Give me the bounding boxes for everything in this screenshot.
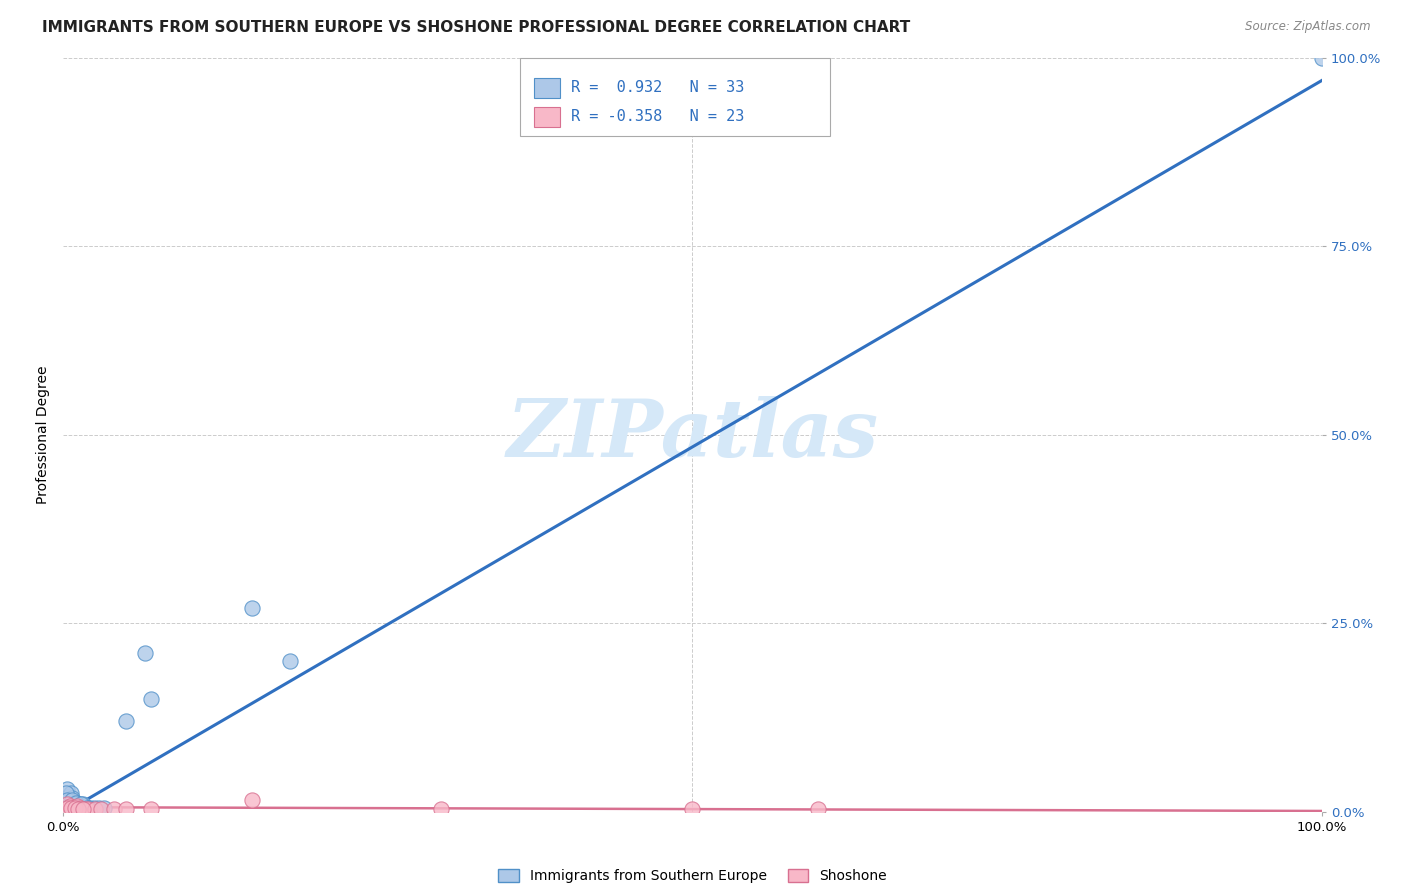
Text: R =  0.932   N = 33: R = 0.932 N = 33 — [571, 80, 744, 95]
Point — [67, 802, 90, 816]
Point — [115, 802, 138, 816]
Point — [69, 797, 91, 812]
Point — [69, 801, 91, 815]
Point — [56, 793, 79, 807]
Point — [77, 802, 100, 816]
Point — [70, 802, 93, 816]
Point — [240, 793, 263, 807]
Point — [65, 797, 87, 812]
Text: ZIPatlas: ZIPatlas — [506, 396, 879, 474]
Point — [62, 797, 84, 812]
Point — [87, 801, 110, 815]
Point — [240, 601, 263, 615]
Point — [72, 797, 94, 812]
Point — [59, 801, 82, 815]
Point — [807, 802, 830, 816]
Point — [58, 789, 80, 804]
Point — [430, 802, 453, 816]
Point — [58, 797, 80, 812]
Point — [60, 801, 83, 815]
Point — [90, 802, 112, 816]
Point — [141, 691, 163, 706]
Y-axis label: Professional Degree: Professional Degree — [37, 366, 51, 504]
Point — [77, 801, 100, 815]
Point — [56, 782, 79, 797]
Point — [55, 789, 77, 804]
Point — [134, 647, 156, 661]
Point — [63, 796, 86, 810]
Point — [75, 801, 97, 815]
Point — [70, 798, 93, 813]
Text: IMMIGRANTS FROM SOUTHERN EUROPE VS SHOSHONE PROFESSIONAL DEGREE CORRELATION CHAR: IMMIGRANTS FROM SOUTHERN EUROPE VS SHOSH… — [42, 20, 911, 35]
Text: R = -0.358   N = 23: R = -0.358 N = 23 — [571, 110, 744, 124]
Point — [63, 801, 86, 815]
Point — [83, 802, 105, 816]
Point — [76, 801, 98, 815]
Point — [75, 802, 97, 816]
Point — [59, 786, 82, 800]
Point — [278, 654, 301, 668]
Point — [70, 797, 93, 812]
Point — [63, 801, 86, 815]
Point — [56, 801, 79, 815]
Legend: Immigrants from Southern Europe, Shoshone: Immigrants from Southern Europe, Shoshon… — [492, 863, 893, 889]
Text: Source: ZipAtlas.com: Source: ZipAtlas.com — [1246, 20, 1371, 33]
Point — [67, 797, 90, 812]
Point — [93, 801, 115, 815]
Point — [115, 714, 138, 729]
Point — [60, 791, 83, 805]
Point — [80, 801, 103, 815]
Point — [58, 798, 80, 813]
Point — [103, 802, 125, 816]
Point — [682, 802, 704, 816]
Point — [66, 798, 89, 813]
Point — [55, 786, 77, 800]
Point — [1310, 51, 1333, 65]
Point — [72, 802, 94, 816]
Point — [83, 801, 105, 815]
Point — [60, 793, 83, 807]
Point — [56, 797, 79, 812]
Point — [66, 798, 89, 813]
Point — [58, 793, 80, 807]
Point — [141, 802, 163, 816]
Point — [65, 796, 87, 810]
